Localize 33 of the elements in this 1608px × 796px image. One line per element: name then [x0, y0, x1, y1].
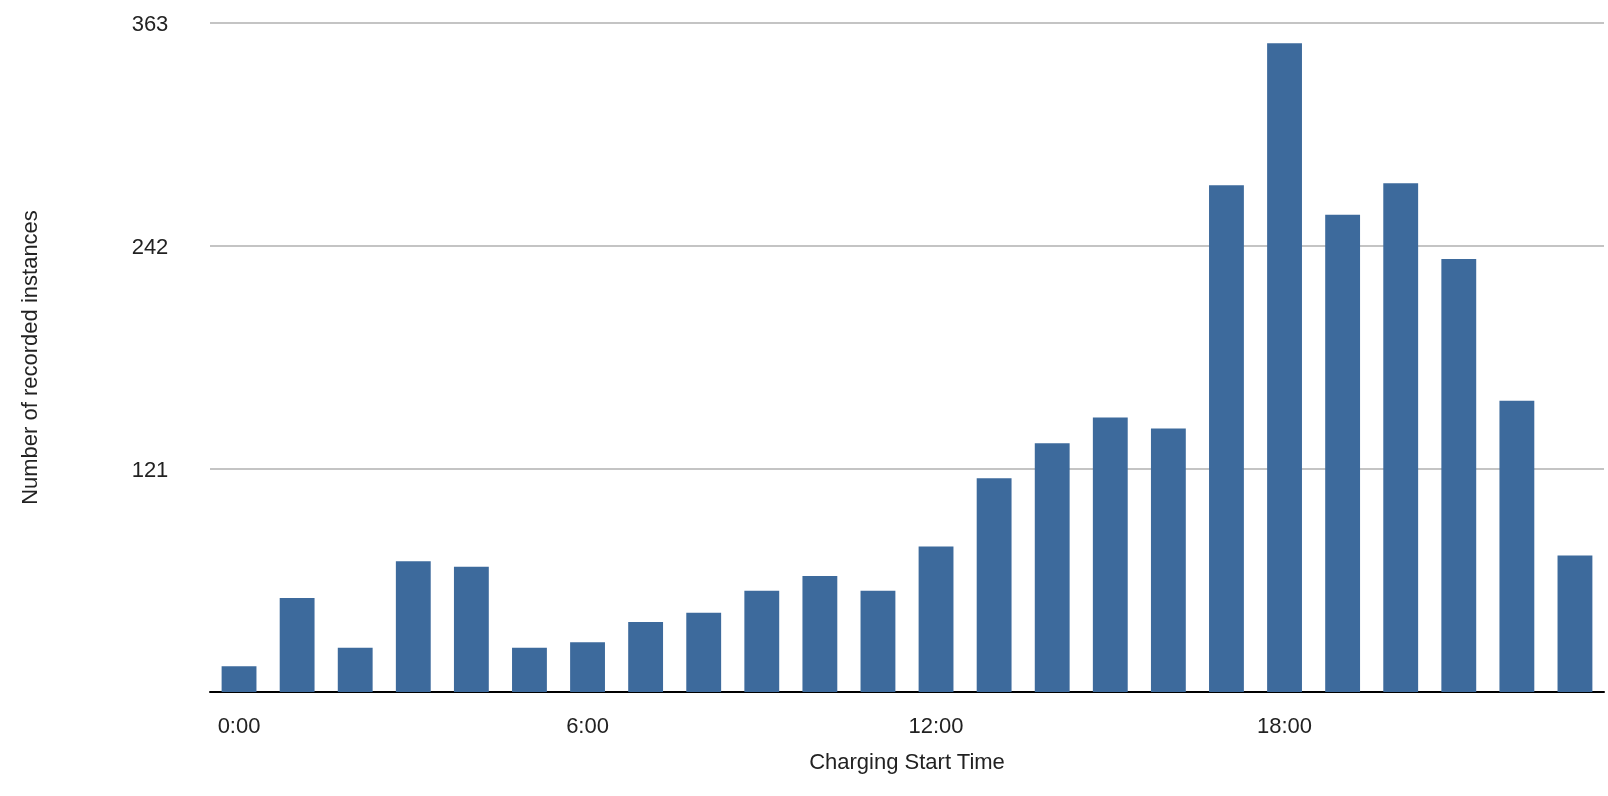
bar: [686, 612, 722, 692]
bar: [1150, 428, 1186, 692]
bar: [1209, 185, 1244, 692]
bar: [628, 621, 664, 692]
x-tick-label: 18:00: [1257, 712, 1313, 738]
y-axis-title: Number of recorded instances: [16, 210, 42, 505]
bar: [1325, 214, 1361, 692]
bar: [1557, 555, 1593, 692]
bar: [1034, 443, 1070, 692]
bar: [1092, 417, 1128, 692]
y-tick-label: 242: [131, 233, 169, 259]
x-tick-label: 0:00: [217, 712, 261, 738]
bar: [221, 666, 257, 692]
bar: [453, 566, 489, 692]
bar: [1441, 258, 1477, 692]
bar: [744, 590, 780, 692]
bar: [976, 478, 1012, 692]
bar: [860, 590, 896, 692]
x-tick-label: 6:00: [566, 712, 609, 738]
bar: [1383, 183, 1419, 692]
bar: [1267, 43, 1302, 692]
bar: [337, 647, 373, 692]
bar: [512, 647, 547, 692]
y-tick-label: 121: [131, 456, 169, 482]
x-axis-title: Charging Start Time: [809, 748, 1005, 774]
bar: [802, 575, 838, 692]
bar: [395, 561, 431, 692]
bar: [918, 546, 954, 692]
y-tick-label: 363: [131, 10, 169, 36]
bar: [570, 642, 605, 692]
x-tick-label: 12:00: [908, 712, 964, 738]
bar: [279, 598, 315, 692]
bar: [1499, 400, 1535, 692]
